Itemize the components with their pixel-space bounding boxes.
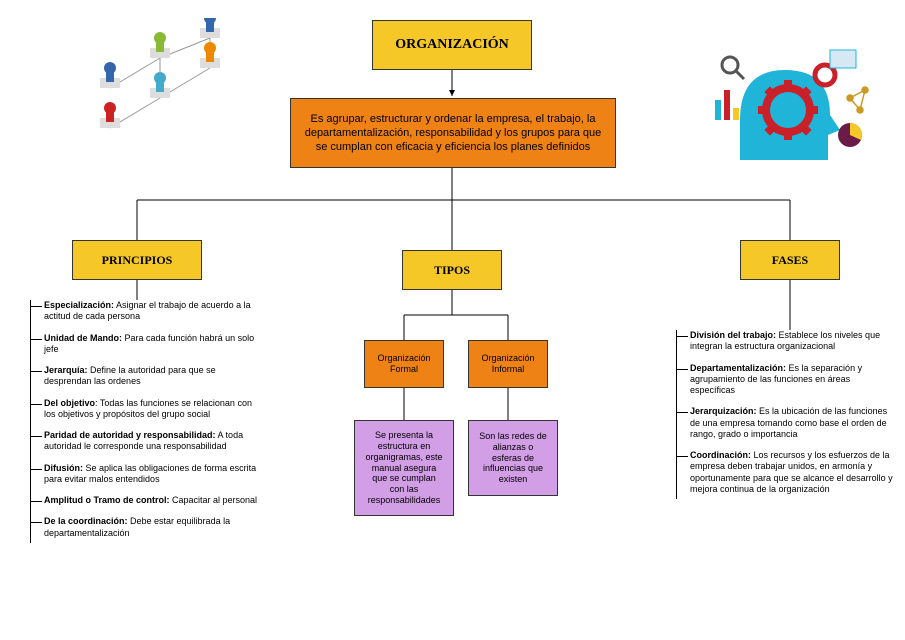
fases-item: Jerarquización: Es la ubicación de las f…	[676, 406, 894, 440]
principios-item: Paridad de autoridad y responsabilidad: …	[30, 430, 265, 453]
fases-item-bold: Coordinación:	[690, 450, 751, 460]
fases-item: Departamentalización: Es la separación y…	[676, 363, 894, 397]
principios-item-bold: Especialización:	[44, 300, 114, 310]
principios-item: Jerarquía: Define la autoridad para que …	[30, 365, 265, 388]
principios-label: PRINCIPIOS	[102, 253, 173, 268]
fases-item-bold: División del trabajo:	[690, 330, 776, 340]
principios-list: Especialización: Asignar el trabajo de a…	[30, 300, 265, 549]
org-formal-node: Organización Formal	[364, 340, 444, 388]
org-informal-node: Organización Informal	[468, 340, 548, 388]
formal-desc-node: Se presenta la estructura en organigrama…	[354, 420, 454, 516]
principios-item-bold: Jerarquía:	[44, 365, 88, 375]
principios-node: PRINCIPIOS	[72, 240, 202, 280]
tipos-node: TIPOS	[402, 250, 502, 290]
tipos-label: TIPOS	[434, 263, 470, 278]
principios-item-bold: Del objetivo	[44, 398, 95, 408]
root-node: ORGANIZACIÓN	[372, 20, 532, 70]
principios-item-bold: Difusión:	[44, 463, 83, 473]
definition-text: Es agrupar, estructurar y ordenar la emp…	[301, 112, 605, 155]
fases-item: Coordinación: Los recursos y los esfuerz…	[676, 450, 894, 495]
principios-item: Del objetivo: Todas las funciones se rel…	[30, 398, 265, 421]
org-informal-text: Organización Informal	[479, 353, 537, 375]
informal-desc-node: Son las redes de alianzas o esferas de i…	[468, 420, 558, 496]
principios-item-bold: Amplitud o Tramo de control:	[44, 495, 170, 505]
fases-item-bold: Jerarquización:	[690, 406, 757, 416]
principios-item-text: Capacitar al personal	[170, 495, 258, 505]
fases-node: FASES	[740, 240, 840, 280]
informal-desc-text: Son las redes de alianzas o esferas de i…	[479, 431, 547, 485]
principios-item: Amplitud o Tramo de control: Capacitar a…	[30, 495, 265, 506]
fases-list: División del trabajo: Establece los nive…	[676, 330, 894, 505]
principios-item: Unidad de Mando: Para cada función habrá…	[30, 333, 265, 356]
principios-item-bold: Unidad de Mando:	[44, 333, 122, 343]
people-network-illustration	[70, 18, 260, 168]
org-formal-text: Organización Formal	[375, 353, 433, 375]
principios-item: Difusión: Se aplica las obligaciones de …	[30, 463, 265, 486]
fases-label: FASES	[772, 253, 808, 268]
formal-desc-text: Se presenta la estructura en organigrama…	[365, 430, 443, 506]
principios-item: De la coordinación: Debe estar equilibra…	[30, 516, 265, 539]
root-label: ORGANIZACIÓN	[395, 37, 509, 53]
fases-item-bold: Departamentalización:	[690, 363, 786, 373]
fases-item: División del trabajo: Establece los nive…	[676, 330, 894, 353]
head-gears-illustration	[700, 30, 870, 180]
principios-item-bold: De la coordinación:	[44, 516, 128, 526]
principios-item-bold: Paridad de autoridad y responsabilidad:	[44, 430, 216, 440]
definition-node: Es agrupar, estructurar y ordenar la emp…	[290, 98, 616, 168]
principios-item: Especialización: Asignar el trabajo de a…	[30, 300, 265, 323]
